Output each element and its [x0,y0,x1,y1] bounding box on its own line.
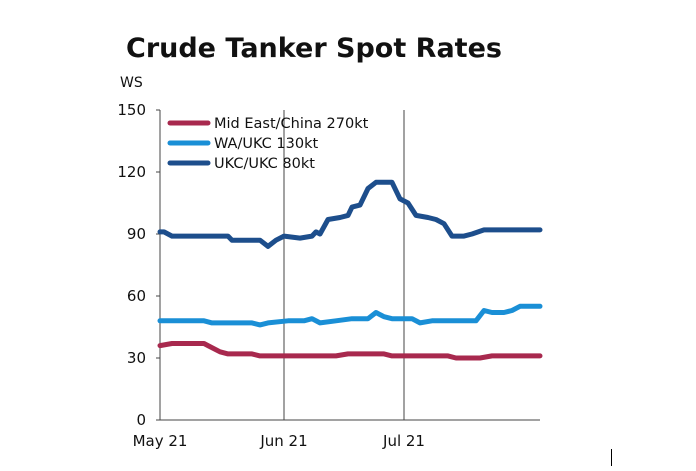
tick-labels: May 21 Jun 21 Jul 21 0 30 60 90 120 150 [117,101,425,450]
legend-label: WA/UKC 130kt [214,136,318,152]
x-tick-label: Jul 21 [382,432,425,450]
x-tick-label: May 21 [133,432,188,450]
axes [156,109,540,421]
series-line-2 [157,179,543,249]
y-tick-label: 0 [136,411,146,429]
text-cursor-mark [611,449,612,466]
y-tick-label: 120 [117,163,146,181]
y-axis-unit-label: WS [120,75,143,91]
legend-label: Mid East/China 270kt [214,116,369,132]
legend: Mid East/China 270kt WA/UKC 130kt UKC/UKC … [167,116,369,172]
y-tick-label: 90 [127,225,146,243]
gridlines [283,110,405,420]
x-tick-label: Jun 21 [259,432,307,450]
y-tick-label: 60 [127,287,146,305]
y-tick-label: 150 [117,101,146,119]
series-line-1 [157,303,543,328]
y-tick-label: 30 [127,349,146,367]
series-line-0 [157,341,543,361]
legend-label: UKC/UKC 80kt [214,156,315,172]
series-lines [157,179,543,361]
chart-title: Crude Tanker Spot Rates [126,33,502,64]
